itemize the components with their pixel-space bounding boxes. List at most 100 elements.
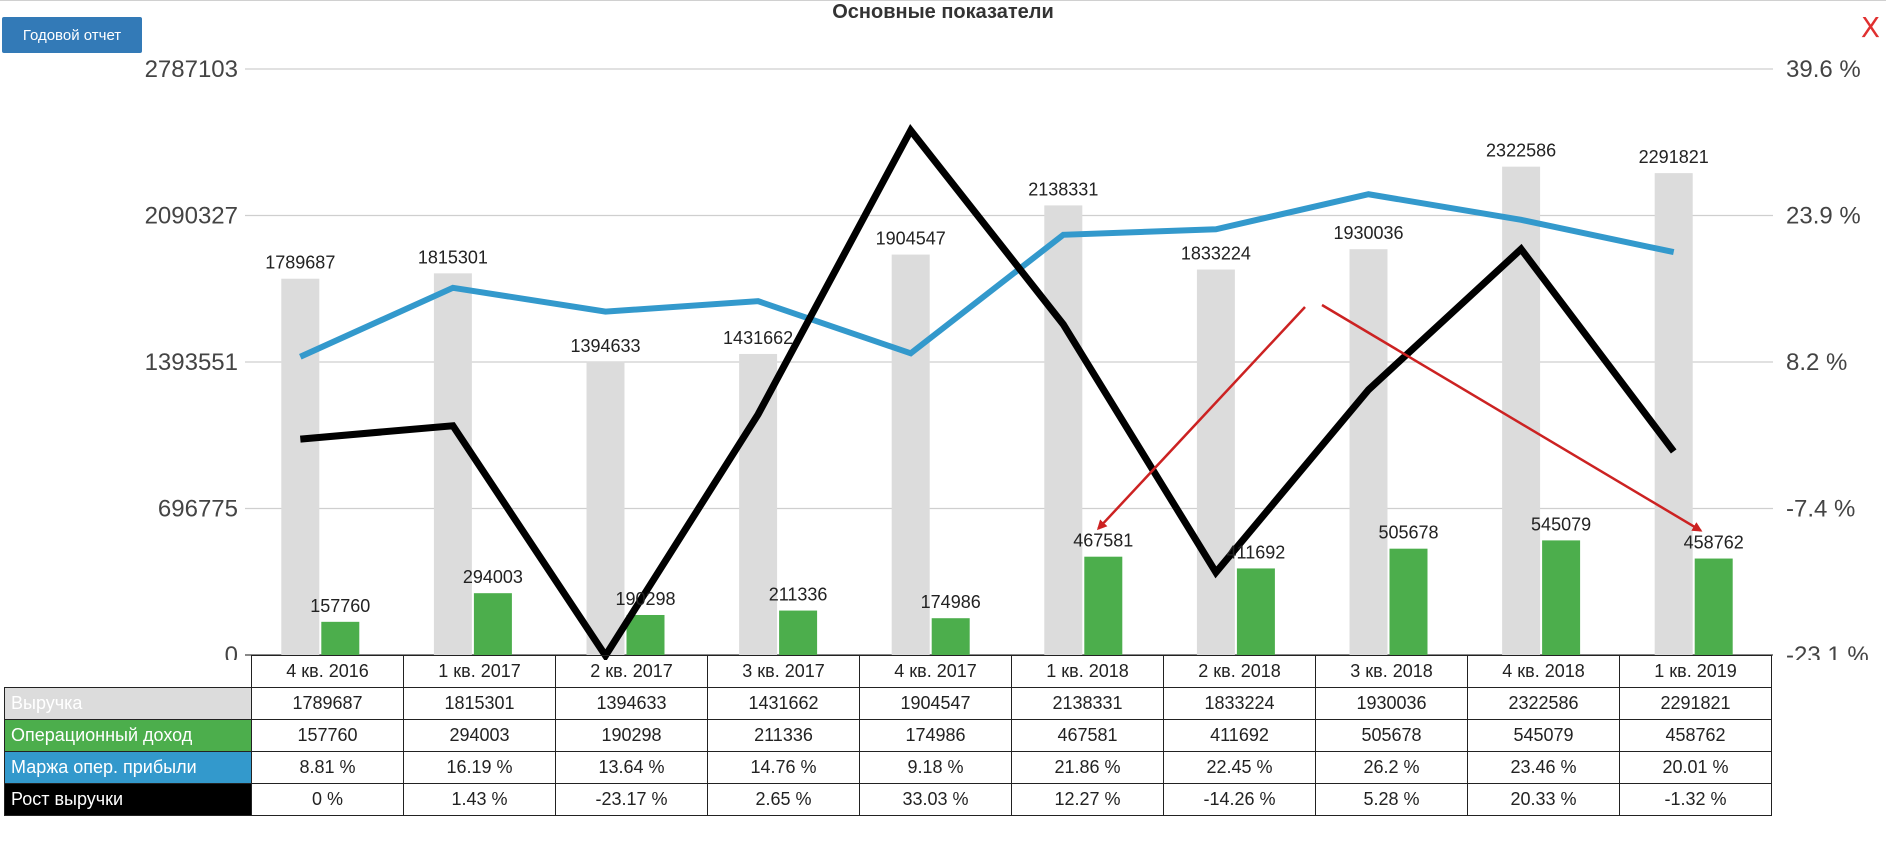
table-cell: 505678 xyxy=(1315,719,1468,752)
revenue-bar xyxy=(739,353,778,655)
revenue-bar xyxy=(1349,249,1388,655)
operating-income-value-label: 545079 xyxy=(1531,514,1591,534)
data-table: 4 кв. 2016 1 кв. 2017 2 кв. 2017 3 кв. 2017… xyxy=(4,655,1772,816)
row-label: Маржа опер. прибыли xyxy=(4,751,252,784)
revenue-value-label: 2322586 xyxy=(1486,141,1556,161)
revenue-bar xyxy=(1502,166,1541,655)
table-cell: 8.81 % xyxy=(251,751,404,784)
table-cell: 20.01 % xyxy=(1619,751,1772,784)
revenue-value-label: 1833224 xyxy=(1181,244,1251,264)
table-cell: 26.2 % xyxy=(1315,751,1468,784)
operating-income-bar xyxy=(1084,556,1123,655)
table-cell: 1394633 xyxy=(555,687,708,720)
revenue-value-label: 1789687 xyxy=(265,253,335,273)
table-cell: 0 % xyxy=(251,783,404,816)
right-tick-label: 39.6 % xyxy=(1786,56,1861,83)
top-border xyxy=(0,0,1886,1)
table-cell: 1431662 xyxy=(707,687,860,720)
table-cell: 21.86 % xyxy=(1011,751,1164,784)
left-axis-ticks: 2787103 2090327 1393551 696775 0 xyxy=(145,56,238,660)
revenue-value-label: 1394633 xyxy=(570,336,640,356)
table-cell: 190298 xyxy=(555,719,708,752)
table-cell: 2291821 xyxy=(1619,687,1772,720)
table-cell: -1.32 % xyxy=(1619,783,1772,816)
operating-income-bar xyxy=(1542,540,1581,655)
table-cell: 2.65 % xyxy=(707,783,860,816)
table-cell: 14.76 % xyxy=(707,751,860,784)
row-label: Операционный доход xyxy=(4,719,252,752)
table-cell: 1.43 % xyxy=(403,783,556,816)
operating-income-bar xyxy=(931,618,970,655)
category-label: 3 кв. 2018 xyxy=(1315,655,1468,688)
operating-income-bar xyxy=(626,614,665,655)
bars xyxy=(281,166,1733,655)
revenue-bar xyxy=(1654,173,1693,655)
lines xyxy=(299,124,1677,660)
table-cell: 13.64 % xyxy=(555,751,708,784)
right-tick-label: 23.9 % xyxy=(1786,203,1861,230)
operating-income-value-label: 211336 xyxy=(769,585,828,605)
revenue-growth-line xyxy=(299,124,1677,660)
close-icon[interactable]: X xyxy=(1860,11,1880,44)
revenue-bar xyxy=(586,361,625,655)
table-cell: 1789687 xyxy=(251,687,404,720)
table-cell: -14.26 % xyxy=(1163,783,1316,816)
table-cell: 411692 xyxy=(1163,719,1316,752)
combo-chart: 2787103 2090327 1393551 696775 0 39.6 % 23.9 … xyxy=(145,56,1869,660)
annual-report-button[interactable]: Годовой отчет xyxy=(2,17,142,53)
annotation-arrow xyxy=(1321,303,1703,532)
left-tick-label: 2090327 xyxy=(145,203,238,230)
operating-income-bar xyxy=(779,610,818,655)
table-cell: 467581 xyxy=(1011,719,1164,752)
chart-title: Основные показатели xyxy=(832,1,1054,23)
revenue-bar xyxy=(1196,269,1235,655)
operating-income-value-label: 174986 xyxy=(921,592,981,612)
revenue-value-label: 2138331 xyxy=(1028,179,1098,199)
table-cell: 157760 xyxy=(251,719,404,752)
table-cell: 20.33 % xyxy=(1467,783,1620,816)
category-label: 2 кв. 2017 xyxy=(555,655,708,688)
bar-value-labels: 1789687 1815301 1394633 1431662 1904547 21383… xyxy=(265,141,1743,616)
category-label: 1 кв. 2017 xyxy=(403,655,556,688)
table-row: Операционный доход 157760 294003 190298 2113… xyxy=(4,719,1772,752)
table-cell: 545079 xyxy=(1467,719,1620,752)
right-axis-ticks: 39.6 % 23.9 % 8.2 % -7.4 % -23.1 % xyxy=(1786,56,1869,660)
table-cell: 33.03 % xyxy=(859,783,1012,816)
right-tick-label: -7.4 % xyxy=(1786,496,1855,523)
category-label: 1 кв. 2019 xyxy=(1619,655,1772,688)
operating-income-value-label: 467581 xyxy=(1073,531,1133,551)
operating-margin-line xyxy=(299,191,1675,360)
operating-income-bar xyxy=(1694,558,1733,655)
revenue-value-label: 1930036 xyxy=(1333,223,1403,243)
table-cell: 9.18 % xyxy=(859,751,1012,784)
revenue-bar xyxy=(891,254,930,655)
row-label: Рост выручки xyxy=(4,783,252,816)
revenue-value-label: 1815301 xyxy=(418,247,488,267)
left-tick-label: 696775 xyxy=(158,496,238,523)
revenue-value-label: 1904547 xyxy=(876,229,946,249)
revenue-value-label: 1431662 xyxy=(723,328,793,348)
right-tick-label: 8.2 % xyxy=(1786,349,1847,376)
operating-income-bar xyxy=(1236,568,1275,655)
table-row: Рост выручки 0 % 1.43 % -23.17 % 2.65 % 33.03… xyxy=(4,783,1772,816)
table-row: Выручка 1789687 1815301 1394633 1431662 19045… xyxy=(4,687,1772,720)
revenue-bar xyxy=(433,273,472,655)
right-tick-label: -23.1 % xyxy=(1786,642,1869,660)
revenue-bar xyxy=(1044,205,1083,655)
table-cell: 5.28 % xyxy=(1315,783,1468,816)
annotation-arrow xyxy=(1096,306,1306,531)
category-label: 4 кв. 2017 xyxy=(859,655,1012,688)
table-corner xyxy=(5,656,252,688)
table-header-row: 4 кв. 2016 1 кв. 2017 2 кв. 2017 3 кв. 2017… xyxy=(5,655,1772,688)
revenue-bar xyxy=(281,278,320,655)
left-tick-label: 2787103 xyxy=(145,56,238,83)
table-cell: 1930036 xyxy=(1315,687,1468,720)
operating-income-value-label: 505678 xyxy=(1378,523,1438,543)
category-label: 2 кв. 2018 xyxy=(1163,655,1316,688)
annotation-arrows xyxy=(1096,303,1703,532)
operating-income-bar xyxy=(321,621,360,655)
table-cell: -23.17 % xyxy=(555,783,708,816)
operating-income-value-label: 294003 xyxy=(463,567,523,587)
operating-income-bar xyxy=(1389,548,1428,655)
left-tick-label: 1393551 xyxy=(145,349,238,376)
